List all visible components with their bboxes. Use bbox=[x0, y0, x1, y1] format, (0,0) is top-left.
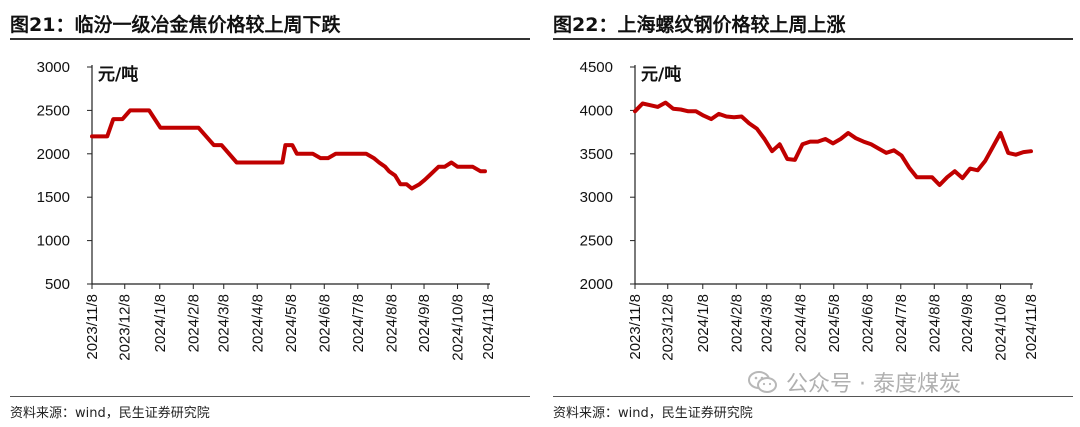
y-tick-label: 500 bbox=[45, 276, 70, 293]
x-tick-label: 2024/5/8 bbox=[283, 294, 300, 352]
y-unit-label: 元/吨 bbox=[641, 64, 681, 85]
y-unit-label: 元/吨 bbox=[98, 64, 138, 85]
wechat-icon bbox=[748, 371, 777, 393]
source-note-21: 资料来源：wind，民生证券研究院 bbox=[10, 406, 210, 421]
title-rule-22 bbox=[553, 38, 1073, 40]
y-tick-label: 3500 bbox=[580, 146, 613, 163]
y-tick-label: 2000 bbox=[37, 146, 70, 163]
chart-panel-22: 图22：上海螺纹钢价格较上周上涨 2000 2500 3000 3500 4000 450… bbox=[553, 0, 1080, 427]
y-tick-label: 4500 bbox=[580, 59, 613, 76]
y-tick-label: 2500 bbox=[37, 102, 70, 119]
x-tick-label: 2023/12/8 bbox=[117, 294, 134, 361]
x-tick-label: 2024/2/8 bbox=[185, 294, 202, 352]
source-note-22: 资料来源：wind，民生证券研究院 bbox=[553, 406, 753, 421]
x-tick-label: 2023/11/8 bbox=[84, 294, 101, 360]
x-tick-label: 2024/8/8 bbox=[926, 294, 943, 352]
series-line bbox=[633, 100, 1033, 187]
x-tick-label: 2024/10/8 bbox=[450, 294, 467, 361]
x-tick-label: 2024/9/8 bbox=[416, 294, 433, 352]
chart-panel-21: 图21：临汾一级冶金焦价格较上周下跌 500 1000 1500 2000 2500 30… bbox=[10, 0, 537, 427]
x-tick-label: 2024/10/8 bbox=[993, 294, 1010, 361]
y-tick-label: 1500 bbox=[37, 189, 70, 206]
watermark-text: 公众号 · 泰度煤炭 bbox=[786, 372, 961, 397]
rebar-price-chart: 2000 2500 3000 3500 4000 4500 元/吨 2023/11/8 2023… bbox=[580, 59, 1040, 361]
x-tick-label: 2024/4/8 bbox=[792, 294, 809, 352]
y-tick-label: 1000 bbox=[37, 233, 70, 250]
chart-title-22: 图22：上海螺纹钢价格较上周上涨 bbox=[553, 14, 846, 36]
x-tick-label: 2024/8/8 bbox=[383, 294, 400, 352]
x-tick-label: 2024/6/8 bbox=[859, 294, 876, 352]
y-tick-label: 3000 bbox=[580, 189, 613, 206]
y-tick-label: 2500 bbox=[580, 233, 613, 250]
series-line bbox=[90, 108, 487, 191]
x-tick-label: 2024/11/8 bbox=[480, 294, 497, 360]
x-tick-label: 2024/3/8 bbox=[216, 294, 233, 352]
x-tick-label: 2024/9/8 bbox=[959, 294, 976, 352]
x-tick-label: 2024/6/8 bbox=[316, 294, 333, 352]
chart-title-21: 图21：临汾一级冶金焦价格较上周下跌 bbox=[10, 14, 341, 36]
x-tick-label: 2023/12/8 bbox=[660, 294, 677, 361]
x-tick-label: 2024/3/8 bbox=[759, 294, 776, 352]
x-tick-label: 2024/2/8 bbox=[728, 294, 745, 352]
y-tick-label: 3000 bbox=[37, 59, 70, 76]
x-tick-label: 2024/5/8 bbox=[826, 294, 843, 352]
title-rule-21 bbox=[10, 38, 530, 40]
x-tick-label: 2024/1/8 bbox=[695, 294, 712, 352]
x-tick-label: 2024/1/8 bbox=[152, 294, 169, 352]
y-tick-label: 2000 bbox=[580, 276, 613, 293]
source-rule-21 bbox=[10, 396, 530, 397]
x-tick-label: 2024/4/8 bbox=[249, 294, 266, 352]
x-tick-label: 2024/7/8 bbox=[350, 294, 367, 352]
source-rule-22 bbox=[553, 396, 1073, 397]
y-tick-label: 4000 bbox=[580, 102, 613, 119]
x-tick-label: 2023/11/8 bbox=[627, 294, 644, 360]
watermark: 公众号 · 泰度煤炭 bbox=[748, 366, 961, 398]
x-tick-label: 2024/7/8 bbox=[893, 294, 910, 352]
coke-price-chart: 500 1000 1500 2000 2500 3000 元/吨 2023/11/8 2023/… bbox=[37, 59, 497, 361]
x-tick-label: 2024/11/8 bbox=[1023, 294, 1040, 360]
